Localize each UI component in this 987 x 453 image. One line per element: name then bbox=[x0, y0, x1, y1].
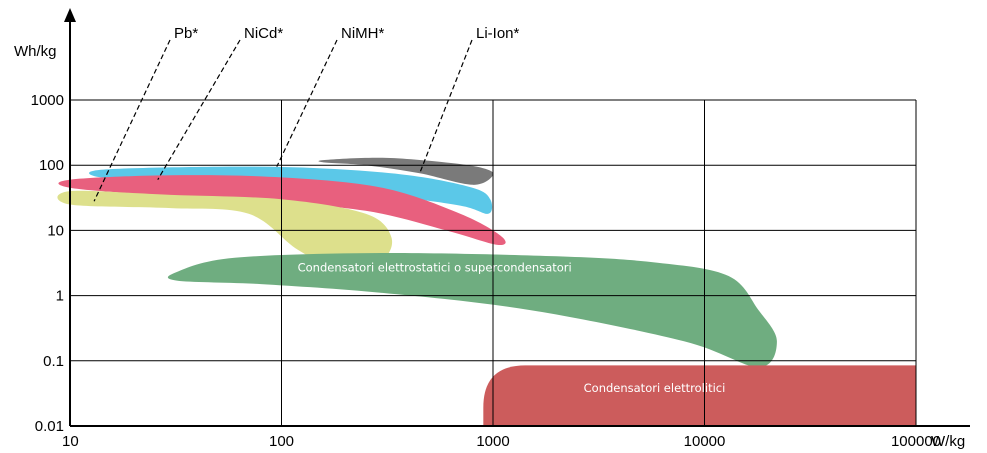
electrolytic-region-label: Condensatori elettrolitici bbox=[584, 381, 726, 395]
y-tick-label: 10 bbox=[47, 222, 64, 239]
x-tick-label: 1000 bbox=[476, 433, 509, 450]
region-condensatori-elettrostatici-o-supercondensatori bbox=[167, 252, 777, 368]
region-condensatori-elettrolitici bbox=[483, 365, 916, 426]
y-tick-label: 1 bbox=[56, 288, 64, 305]
callout-line-nimh bbox=[276, 39, 338, 167]
chart-regions: Condensatori elettrostatici o superconde… bbox=[57, 157, 916, 426]
supercapacitor-region-label: Condensatori elettrostatici o superconde… bbox=[298, 260, 572, 274]
region-li-ion bbox=[318, 157, 494, 185]
callout-line-li-ion bbox=[419, 39, 473, 174]
label-nicd: NiCd* bbox=[244, 25, 283, 42]
y-axis-arrow bbox=[64, 8, 76, 22]
label-li-ion: Li-Ion* bbox=[476, 25, 520, 42]
callout-line-pb bbox=[93, 39, 171, 202]
chart-labels: Wh/kg W/kg Pb* NiCd* NiMH* Li-Ion* bbox=[14, 25, 965, 450]
x-axis-label: W/kg bbox=[931, 433, 965, 450]
chart-axes bbox=[64, 8, 970, 427]
x-tick-label: 100000 bbox=[891, 433, 941, 450]
y-axis-label: Wh/kg bbox=[14, 43, 57, 60]
y-tick-label: 1000 bbox=[31, 92, 64, 109]
y-tick-label: 0.01 bbox=[35, 418, 64, 435]
y-tick-label: 0.1 bbox=[43, 353, 64, 370]
callout-line-nicd bbox=[157, 39, 241, 180]
x-tick-label: 100 bbox=[269, 433, 294, 450]
region-nicd bbox=[58, 175, 506, 246]
x-tick-label: 10000 bbox=[684, 433, 726, 450]
x-tick-label: 10 bbox=[62, 433, 79, 450]
label-pb: Pb* bbox=[174, 25, 198, 42]
label-nimh: NiMH* bbox=[341, 25, 384, 42]
chart-ticks: 0.01 0.1 1 10 100 1000 10 100 1000 10000 100000 bbox=[31, 92, 941, 450]
y-tick-label: 100 bbox=[39, 157, 64, 174]
region-pb bbox=[57, 190, 393, 273]
